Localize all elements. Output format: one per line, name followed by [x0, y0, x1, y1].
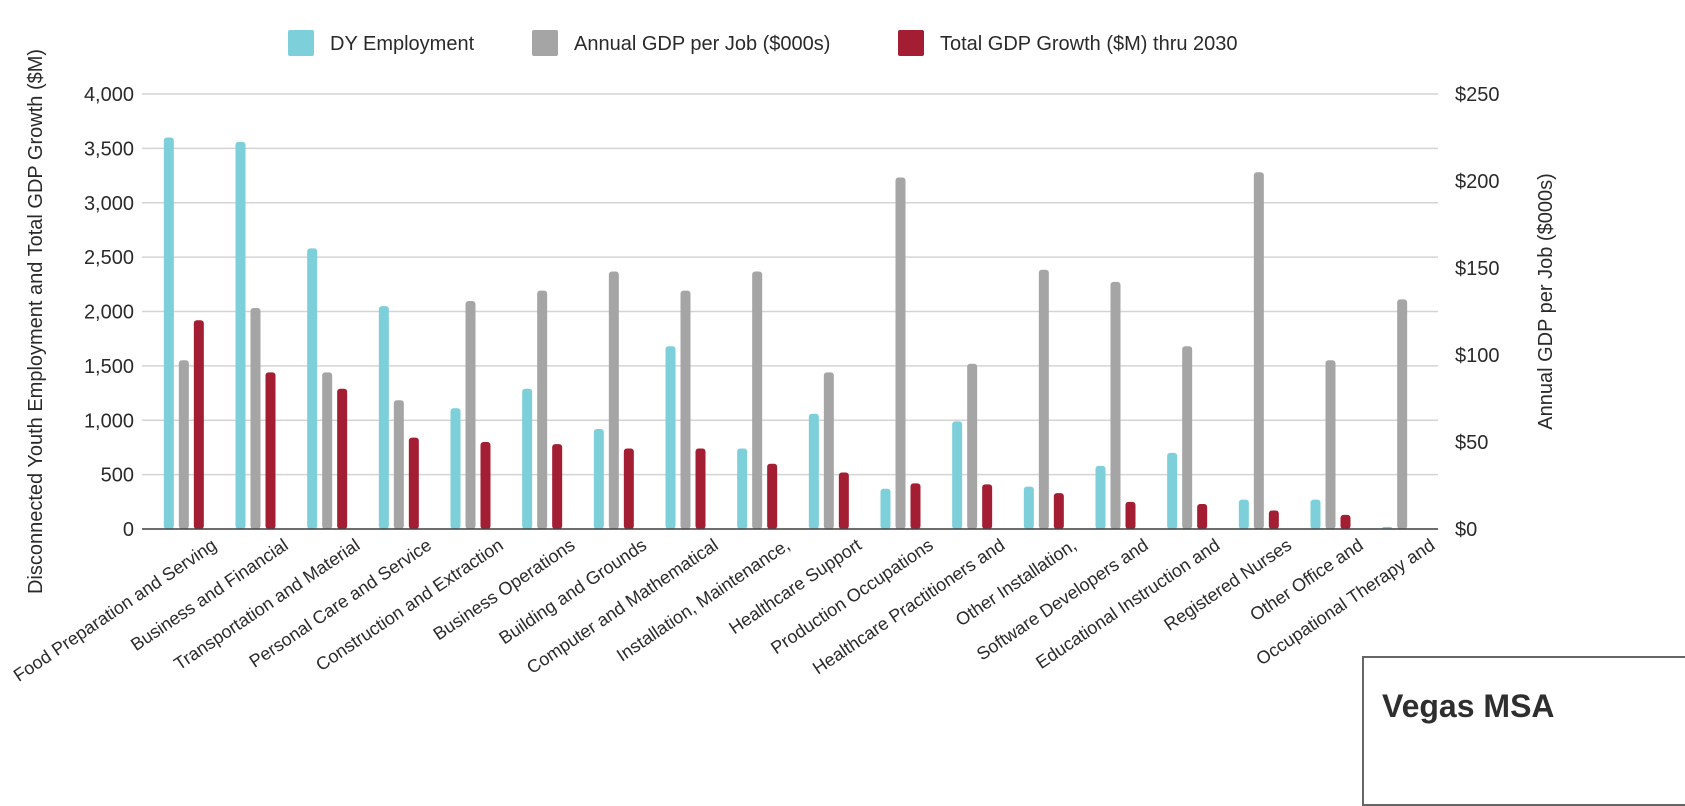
bar: [1125, 501, 1136, 529]
bar: [982, 484, 993, 529]
region-label: Vegas MSA: [1382, 688, 1555, 724]
bar: [1253, 172, 1264, 530]
legend-label: Annual GDP per Job ($000s): [574, 33, 830, 55]
y-tick-label: 4,000: [84, 84, 134, 106]
y-tick-label: 3,000: [84, 193, 134, 215]
y2-tick-label: $200: [1455, 171, 1500, 193]
region-label-box: Vegas MSA: [1362, 656, 1685, 806]
y2-axis-title: Annual GDP per Job ($000s): [1535, 173, 1557, 429]
bar: [378, 306, 389, 529]
bar: [163, 137, 174, 529]
bar: [537, 290, 548, 529]
bar: [1182, 346, 1193, 529]
bar: [450, 408, 461, 529]
bar: [1197, 503, 1208, 529]
bar: [1167, 452, 1178, 529]
bar: [522, 388, 533, 529]
y2-tick-label: $0: [1455, 519, 1477, 541]
y-tick-label: 1,000: [84, 410, 134, 432]
bar: [967, 363, 978, 529]
legend-swatch: [532, 30, 558, 56]
bar: [265, 372, 276, 529]
bar: [823, 372, 834, 529]
bar: [680, 290, 691, 529]
bar: [1110, 281, 1121, 529]
bar: [1310, 499, 1321, 529]
bar: [480, 442, 491, 529]
y2-tick-label: $150: [1455, 258, 1500, 280]
bar: [895, 177, 906, 529]
legend-label: Total GDP Growth ($M) thru 2030: [940, 33, 1238, 55]
bar: [623, 448, 634, 529]
bar: [393, 400, 404, 529]
bar: [1038, 269, 1049, 529]
bar: [910, 483, 921, 529]
bar: [695, 448, 706, 529]
legend-swatch: [898, 30, 924, 56]
bar: [593, 428, 604, 529]
bar: [1238, 499, 1249, 529]
bar: [193, 320, 204, 529]
y-axis-title: Disconnected Youth Employment and Total …: [25, 49, 47, 594]
bar: [1268, 510, 1279, 529]
bar: [1095, 465, 1106, 529]
bar: [880, 488, 891, 529]
bar: [465, 301, 476, 529]
bar: [665, 346, 676, 529]
bar: [952, 421, 963, 529]
legend-label: DY Employment: [330, 33, 475, 55]
bar: [322, 372, 333, 529]
bar: [1325, 360, 1336, 529]
y-tick-label: 3,500: [84, 138, 134, 160]
y2-tick-label: $250: [1455, 84, 1500, 106]
y2-tick-label: $50: [1455, 432, 1488, 454]
bar: [838, 472, 849, 529]
bar: [307, 248, 318, 530]
y-tick-label: 2,500: [84, 247, 134, 269]
y-tick-label: 2,000: [84, 302, 134, 324]
bar: [737, 448, 748, 529]
y-tick-label: 0: [123, 519, 134, 541]
bar: [808, 413, 819, 529]
y-tick-label: 1,500: [84, 356, 134, 378]
bar: [235, 141, 246, 529]
bar: [250, 308, 261, 529]
bar: [1340, 514, 1351, 529]
x-tick-label: Other Installation,: [952, 535, 1080, 630]
x-tick-label: Registered Nurses: [1160, 535, 1295, 635]
y2-tick-label: $100: [1455, 345, 1500, 367]
bar: [1397, 299, 1408, 529]
bar: [552, 444, 563, 529]
bar: [767, 463, 778, 529]
bar: [337, 388, 348, 529]
bar: [1023, 486, 1034, 529]
bar: [1053, 493, 1064, 529]
bar: [752, 271, 763, 529]
bar: [178, 360, 189, 529]
legend-swatch: [288, 30, 314, 56]
y-tick-label: 500: [101, 465, 134, 487]
bar: [608, 271, 619, 529]
bar: [408, 437, 419, 529]
